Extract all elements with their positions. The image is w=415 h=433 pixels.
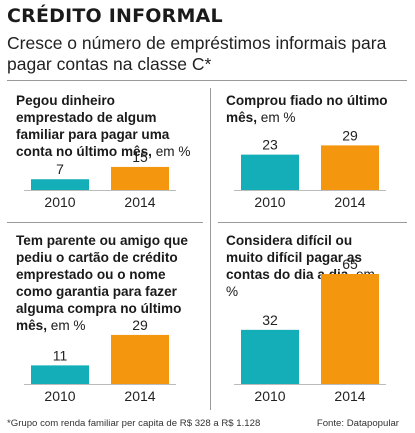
- value-label-2010: 23: [262, 137, 278, 153]
- footnote: *Grupo com renda familiar per capita de …: [7, 418, 261, 429]
- panel-3-question-unit: em %: [50, 318, 86, 333]
- panel-4-chart: 32 2010 65 2014: [234, 256, 386, 404]
- bar-2014: [111, 166, 169, 190]
- bar-2010: [31, 365, 89, 384]
- panel-3-question: Tem parente ou amigo que pediu o cartão …: [16, 232, 191, 334]
- panel-2-question: Comprou fiado no último mês, em %: [226, 92, 391, 126]
- panel-1-question-text: Pegou dinheiro emprestado de algum famil…: [16, 93, 170, 159]
- panel-3-chart: 11 2010 29 2014: [24, 317, 176, 404]
- value-label-2010: 32: [262, 312, 278, 328]
- bar-2010: [241, 154, 299, 190]
- chart-title: CRÉDITO INFORMAL: [7, 5, 223, 27]
- panel-1-question-unit: em %: [155, 144, 191, 159]
- panel-1: Pegou dinheiro emprestado de algum famil…: [16, 92, 204, 217]
- bar-2010: [241, 329, 299, 384]
- divider-top: [7, 80, 407, 81]
- value-label-2010: 7: [56, 161, 64, 177]
- category-label-2014: 2014: [334, 194, 365, 210]
- divider-middle-right: [218, 222, 407, 223]
- divider-vertical: [210, 88, 211, 410]
- bar-2014: [111, 334, 169, 384]
- category-label-2010: 2010: [44, 388, 75, 404]
- bar-2010: [31, 179, 89, 190]
- panel-4: Considera difícil ou muito difícil pagar…: [226, 232, 406, 410]
- category-label-2010: 2010: [254, 194, 285, 210]
- panel-1-question: Pegou dinheiro emprestado de algum famil…: [16, 92, 191, 160]
- panel-2-question-text: Comprou fiado no último mês,: [226, 93, 388, 125]
- divider-middle-left: [7, 222, 203, 223]
- panel-3-question-text: Tem parente ou amigo que pediu o cartão …: [16, 233, 188, 333]
- panel-2: Comprou fiado no último mês, em % 23 2010…: [226, 92, 406, 217]
- panel-2-question-unit: em %: [260, 110, 296, 125]
- category-label-2014: 2014: [124, 388, 155, 404]
- panel-4-question-text: Considera difícil ou muito difícil pagar…: [226, 233, 362, 282]
- panel-1-chart: 7 2010 15 2014: [24, 149, 176, 210]
- value-label-2014: 15: [132, 149, 148, 165]
- value-label-2014: 29: [132, 317, 148, 333]
- source-credit: Fonte: Datapopular: [316, 418, 399, 429]
- category-label-2010: 2010: [254, 388, 285, 404]
- panel-3: Tem parente ou amigo que pediu o cartão …: [16, 232, 204, 410]
- value-label-2014: 29: [342, 127, 358, 143]
- category-label-2014: 2014: [124, 194, 155, 210]
- bar-2014: [321, 274, 379, 384]
- chart-subtitle: Cresce o número de empréstimos informais…: [7, 33, 387, 74]
- value-label-2010: 11: [53, 347, 68, 363]
- value-label-2014: 65: [342, 256, 358, 272]
- panel-4-question: Considera difícil ou muito difícil pagar…: [226, 232, 388, 300]
- category-label-2010: 2010: [44, 194, 75, 210]
- bar-2014: [321, 145, 379, 190]
- panel-2-chart: 23 2010 29 2014: [234, 127, 386, 210]
- category-label-2014: 2014: [334, 388, 365, 404]
